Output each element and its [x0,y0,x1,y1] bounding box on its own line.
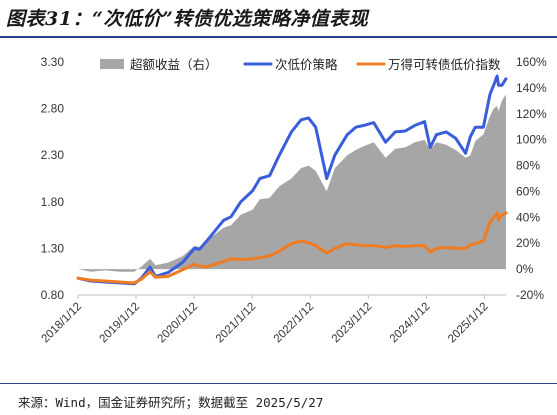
left-tick-label: 0.80 [41,288,65,302]
legend-index: 万得可转债低价指数 [356,57,501,72]
left-tick-label: 1.80 [41,195,65,209]
left-tick-label: 3.30 [41,55,65,69]
right-tick-label: 20% [516,236,540,250]
right-axis: -20% 0% 20% 40% 60% 80% 100% 120% 140% 160% [516,55,547,302]
legend-swatch [100,59,124,69]
x-tick-label: 2019/1/12 [97,301,142,346]
legend-label: 次低价策略 [275,57,338,72]
legend-label: 超额收益（右） [130,57,218,72]
legend-excess: 超额收益（右） [100,57,218,72]
figure-title: 图表31：“次低价”转债优选策略净值表现 [6,8,369,30]
series-strategy-line [76,74,508,286]
bottom-rule [0,383,557,384]
right-tick-label: 80% [516,159,540,173]
source-note: 来源：Wind，国金证券研究所；数据截至 2025/5/27 [18,395,324,410]
x-tick-label: 2021/1/12 [214,301,259,346]
series-excess-area [78,94,506,272]
left-tick-label: 2.30 [41,148,65,162]
x-axis: 2018/1/12 2019/1/12 2020/1/12 2021/1/12 2022… [39,294,506,346]
right-tick-label: 120% [516,107,547,121]
right-tick-label: 100% [516,133,547,147]
right-tick-label: 0% [516,262,534,276]
left-tick-label: 2.80 [41,102,65,116]
right-tick-label: 60% [516,184,540,198]
x-tick-label: 2020/1/12 [156,301,201,346]
x-tick-label: 2022/1/12 [272,301,317,346]
right-tick-label: 40% [516,210,540,224]
left-axis: 0.80 1.30 1.80 2.30 2.80 3.30 [41,55,65,302]
title-rule [0,36,557,38]
left-tick-label: 1.30 [41,241,65,255]
right-tick-label: 140% [516,81,547,95]
right-tick-label: 160% [516,55,547,69]
legend-label: 万得可转债低价指数 [388,57,501,72]
x-tick-label: 2018/1/12 [39,301,84,346]
x-tick-label: 2023/1/12 [330,301,375,346]
chart: 0.80 1.30 1.80 2.30 2.80 3.30 -20% 0% 20% 40% 60%… [39,55,547,346]
legend: 超额收益（右） 次低价策略 万得可转债低价指数 [100,57,501,72]
x-tick-label: 2025/1/12 [446,301,491,346]
right-tick-label: -20% [516,288,544,302]
legend-strategy: 次低价策略 [243,57,338,72]
plot-area [76,74,508,286]
x-tick-label: 2024/1/12 [388,301,433,346]
series-index-line [76,211,508,285]
